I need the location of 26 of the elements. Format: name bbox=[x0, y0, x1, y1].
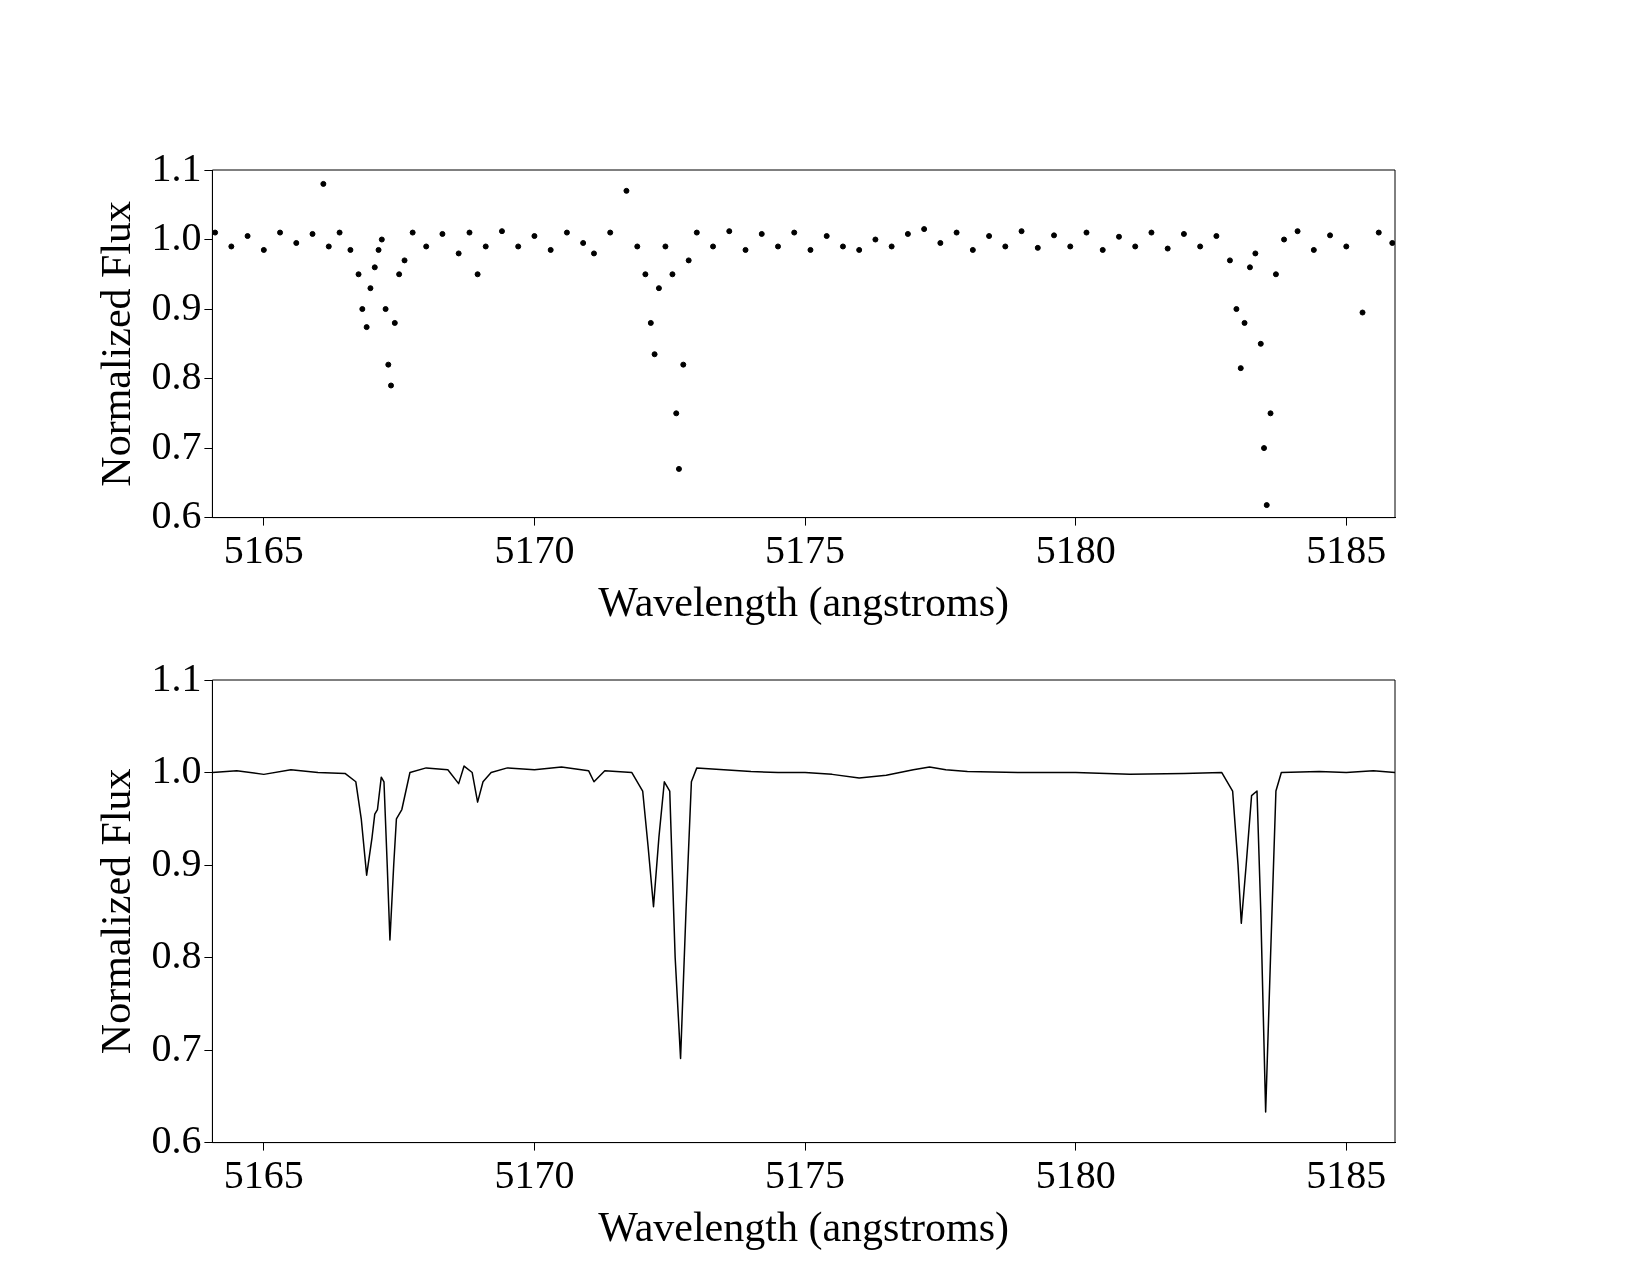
y-tick-label: 0.9 bbox=[151, 283, 202, 329]
x-tick-label: 5185 bbox=[1306, 1152, 1387, 1198]
y-axis-title: Normalized Flux bbox=[93, 768, 140, 1055]
y-tick-label: 0.7 bbox=[151, 422, 202, 468]
x-tick-label: 5180 bbox=[1035, 527, 1116, 573]
y-tick-label: 1.0 bbox=[151, 747, 202, 793]
y-tick-label: 0.8 bbox=[151, 932, 202, 978]
x-tick-label: 5170 bbox=[494, 527, 575, 573]
y-tick-label: 1.1 bbox=[151, 654, 202, 700]
x-axis-title: Wavelength (angstroms) bbox=[598, 578, 1010, 626]
x-tick-label: 5165 bbox=[223, 527, 304, 573]
y-tick-label: 1.1 bbox=[151, 144, 202, 190]
y-tick-label: 0.7 bbox=[151, 1024, 202, 1070]
x-tick-label: 5175 bbox=[765, 527, 846, 573]
x-tick-label: 5175 bbox=[765, 1152, 846, 1198]
x-tick-label: 5170 bbox=[494, 1152, 575, 1198]
x-tick-label: 5165 bbox=[223, 1152, 304, 1198]
y-tick-label: 0.6 bbox=[151, 1117, 202, 1163]
y-tick-label: 0.8 bbox=[151, 353, 202, 399]
y-tick-label: 0.6 bbox=[151, 492, 202, 538]
y-axis-title: Normalized Flux bbox=[93, 200, 140, 487]
y-tick-label: 1.0 bbox=[151, 214, 202, 260]
x-tick-label: 5180 bbox=[1035, 1152, 1116, 1198]
y-tick-label: 0.9 bbox=[151, 839, 202, 885]
x-tick-label: 5185 bbox=[1306, 527, 1387, 573]
x-axis-title: Wavelength (angstroms) bbox=[598, 1203, 1010, 1251]
